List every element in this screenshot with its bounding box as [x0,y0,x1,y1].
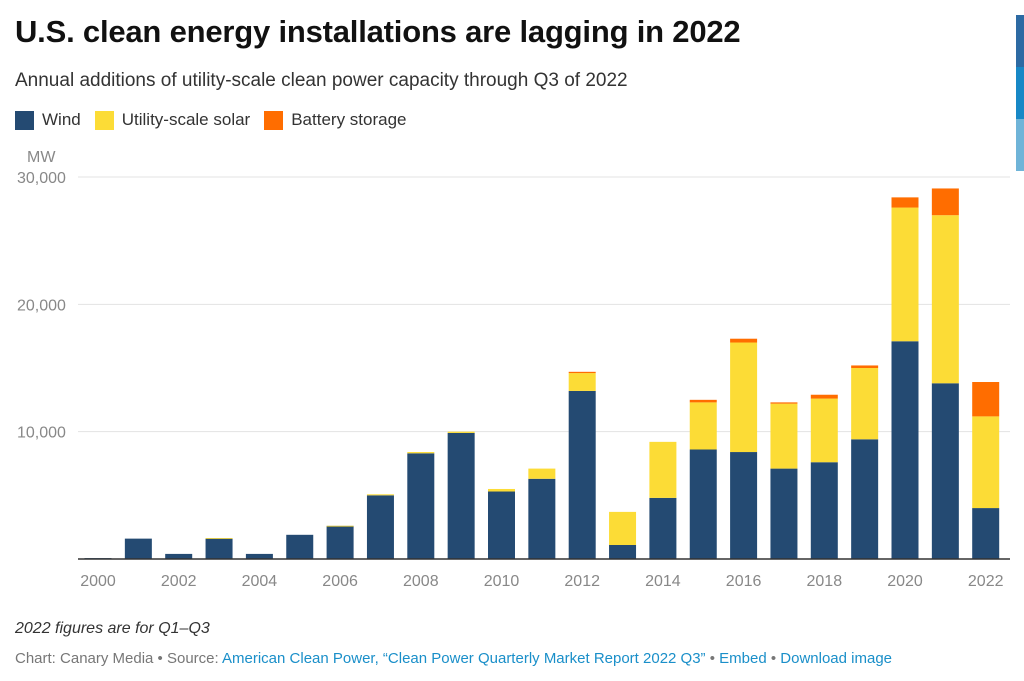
source-link[interactable]: American Clean Power, “Clean Power Quart… [222,650,706,667]
side-strip-top [1016,15,1024,67]
bar-segment [931,383,959,559]
x-tick-label: 2002 [161,573,197,590]
bar-segment [851,439,879,559]
credit-prefix: Chart: Canary Media • Source: [15,650,223,667]
x-tick-label: 2016 [726,573,762,590]
legend-label-battery: Battery storage [291,110,407,129]
bar-segment [609,511,637,545]
bar-segment [488,488,515,492]
bar-segment [851,365,879,368]
bar-segment [568,373,596,391]
bar-segment [568,390,596,559]
bar-segment [730,452,758,559]
bar-segment [851,368,879,440]
bar-segment [891,207,919,342]
bar-segment [326,525,354,559]
bar-segment [326,525,354,527]
embed-link[interactable]: Embed [719,650,767,667]
x-tick-label: 2018 [807,573,843,590]
bar-segment [689,449,717,559]
legend-swatch-wind [15,110,34,130]
bar-segment [366,494,394,496]
bar-segment [891,197,919,208]
bar-segment [931,215,959,384]
footnote: 2022 figures are for Q1–Q3 [15,620,210,637]
legend-item-wind: Wind [15,110,81,130]
bar-segment [770,403,798,469]
bar-segment [528,478,556,559]
bar-segment [810,398,838,463]
bar-segment [891,341,919,559]
x-tick-label: 2014 [645,573,681,590]
bar-segment [770,402,798,404]
bar-segment [366,495,394,559]
download-image-link[interactable]: Download image [780,650,893,667]
bar-segment [649,497,677,559]
side-strip-bottom [1016,119,1024,171]
bar-segment [810,462,838,559]
bar-segment [972,382,1000,417]
bar-segment [528,468,556,479]
side-strip-middle [1016,67,1024,119]
x-tick-label: 2008 [403,573,439,590]
legend-label-wind: Wind [42,110,81,129]
separator: • [705,650,720,667]
bar-segment [165,553,193,559]
bar-segment [286,534,314,559]
y-tick-label: 10,000 [17,425,66,442]
legend-swatch-solar [94,110,114,130]
bar-segment [931,188,959,216]
bar-segment [568,371,596,374]
bar-segment [488,491,515,559]
y-axis-unit-label: MW [27,149,56,166]
bar-segment [972,416,1000,509]
x-tick-label: 2006 [322,573,358,590]
x-tick-label: 2020 [887,573,923,590]
bar-segment [609,544,637,559]
bar-segment [770,468,798,559]
bar-segment [205,537,233,539]
x-tick-label: 2004 [242,573,278,590]
chart-subtitle: Annual additions of utility-scale clean … [15,70,628,91]
bar-segment [689,402,717,450]
bar-segment [245,553,273,559]
bar-segment [205,538,233,559]
bar-segment [730,338,758,343]
bar-segment [407,453,435,559]
bar-segment [972,508,1000,559]
x-tick-label: 2022 [968,573,1004,590]
bar-segment [124,538,152,559]
legend-item-solar: Utility-scale solar [94,110,251,130]
bar-segment [447,432,475,559]
bar-segment [730,342,758,453]
y-tick-label: 30,000 [17,170,66,187]
chart-title: U.S. clean energy installations are lagg… [15,14,741,49]
legend-item-battery: Battery storage [264,110,407,130]
bar-segment [649,441,677,498]
legend-label-solar: Utility-scale solar [121,110,251,129]
separator: • [766,650,781,667]
x-tick-label: 2012 [564,573,600,590]
bar-segment [447,431,475,433]
y-tick-label: 20,000 [17,297,66,314]
bar-segment [689,399,717,403]
credits-line: Chart: Canary Media • Source: American C… [15,650,892,667]
bar-chart: MW 10,000 20,000 30,000 2000 2002 2004 2006 2008… [17,149,1010,590]
x-tick-label: 2010 [484,573,520,590]
legend-swatch-battery [264,110,284,130]
legend: Wind Utility-scale solar Battery storage [15,110,421,130]
bar-segment [810,394,838,399]
bar-segment [407,452,435,454]
x-tick-label: 2000 [80,573,116,590]
